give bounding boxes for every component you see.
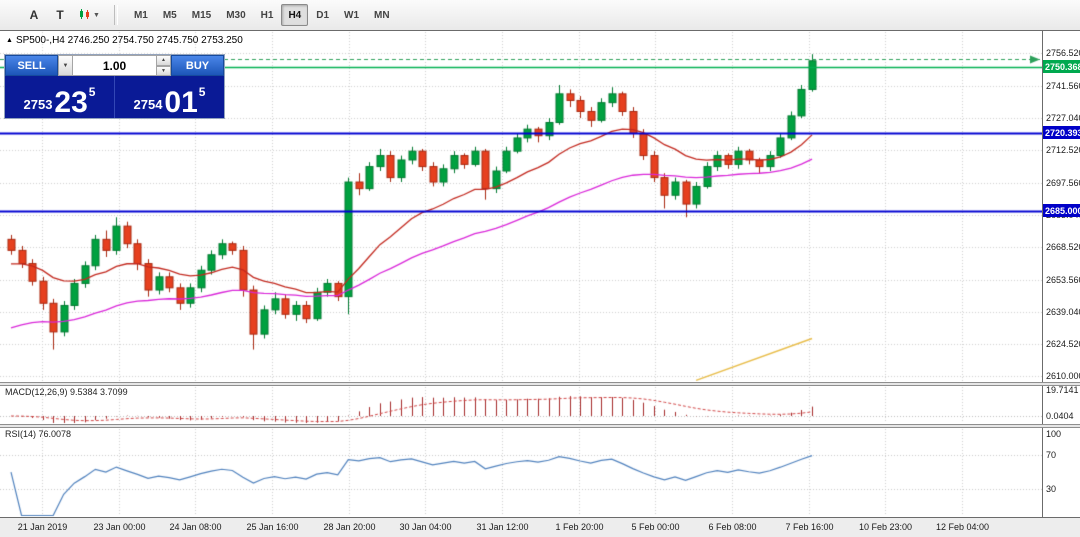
timeframe-button-h4[interactable]: H4 xyxy=(281,4,309,26)
symbol-ohlc-text: SP500-,H4 2746.250 2754.750 2745.750 275… xyxy=(15,35,243,46)
buy-button[interactable]: BUY xyxy=(171,55,224,76)
price-line-badge: 2750.368 xyxy=(1043,60,1080,74)
macd-axis-label: 0.0404 xyxy=(1046,410,1074,421)
rsi-axis-label: 30 xyxy=(1046,484,1057,495)
rsi-axis-label: 100 xyxy=(1046,429,1062,439)
volume-decrease-button[interactable]: ▼ xyxy=(156,65,171,76)
sell-button[interactable]: SELL xyxy=(5,55,58,76)
rsi-label: RSI(14) 76.0078 xyxy=(5,429,72,439)
price-line-badge: 2685.000 xyxy=(1043,204,1080,218)
volume-field-wrap xyxy=(73,55,156,76)
volume-stepper: ▲ ▼ xyxy=(156,55,171,76)
timeframe-button-d1[interactable]: D1 xyxy=(316,9,330,21)
toolbar-separator xyxy=(113,5,118,25)
time-axis-label: 6 Feb 08:00 xyxy=(708,522,757,532)
price-line-badge: 2720.393 xyxy=(1043,126,1080,140)
time-axis-label: 1 Feb 20:00 xyxy=(555,522,604,532)
arrow-tool-button[interactable]: A xyxy=(29,8,39,22)
price-axis-label: 2727.040 xyxy=(1046,113,1080,123)
one-click-trading-panel: SELL ▼ ▲ ▼ BUY 2753 23 5 2754 01 5 xyxy=(4,54,225,119)
timeframe-button-m15[interactable]: M15 xyxy=(191,9,212,21)
sell-price-prefix: 2753 xyxy=(23,97,53,112)
price-axis-label: 2624.520 xyxy=(1046,338,1080,349)
time-axis-label: 23 Jan 00:00 xyxy=(93,522,146,532)
time-axis-label: 7 Feb 16:00 xyxy=(785,522,834,532)
time-axis-label: 5 Feb 00:00 xyxy=(631,522,680,532)
price-axis-label: 2668.520 xyxy=(1046,242,1080,252)
symbol-marker-icon: ▲ xyxy=(6,37,13,44)
timeframe-button-h1[interactable]: H1 xyxy=(260,9,274,21)
sell-price-sup: 5 xyxy=(88,85,96,99)
time-axis-label: 30 Jan 04:00 xyxy=(399,522,452,532)
sell-price-display[interactable]: 2753 23 5 xyxy=(5,76,114,118)
price-axis-label: 2697.560 xyxy=(1046,177,1080,188)
time-axis-label: 28 Jan 20:00 xyxy=(323,522,376,532)
time-axis[interactable]: 21 Jan 2019 23 Jan 00:00 24 Jan 08:00 25 Ja… xyxy=(0,517,1080,537)
rsi-axis-label: 70 xyxy=(1046,449,1057,460)
objects-dropdown-button[interactable]: ▼ xyxy=(74,4,105,26)
buy-price-prefix: 2754 xyxy=(133,97,163,112)
price-axis-label: 2610.000 xyxy=(1046,371,1080,381)
pane-separator-macd[interactable] xyxy=(0,382,1080,386)
macd-label: MACD(12,26,9) 9.5384 3.7099 xyxy=(5,387,128,397)
time-axis-label: 12 Feb 04:00 xyxy=(935,522,990,532)
symbol-header: ▲ SP500-,H4 2746.250 2754.750 2745.750 2… xyxy=(6,35,243,46)
timeframe-button-w1[interactable]: W1 xyxy=(344,9,360,21)
buy-price-sup: 5 xyxy=(198,85,206,99)
timeframe-group: M1 M5 M15 M30 H1 H4 D1 W1 MN xyxy=(127,4,397,26)
toolbar: A T ▼ M1 M5 M15 M30 H1 H4 D1 W1 MN xyxy=(0,0,1080,31)
chevron-down-icon: ▼ xyxy=(62,62,69,69)
price-axis[interactable]: 2756.520 2741.560 2727.040 2712.520 2697.560… xyxy=(1042,31,1080,517)
price-axis-label: 2639.040 xyxy=(1046,306,1080,317)
price-axis-label: 2653.560 xyxy=(1046,274,1080,285)
chevron-down-icon: ▼ xyxy=(93,11,100,19)
time-axis-label: 10 Feb 23:00 xyxy=(858,522,913,532)
price-axis-label: 2741.560 xyxy=(1046,81,1080,91)
time-axis-label: 25 Jan 16:00 xyxy=(246,522,299,532)
timeframe-button-m5[interactable]: M5 xyxy=(162,9,177,21)
macd-axis-label: 19.7141 xyxy=(1046,384,1079,395)
time-axis-label: 31 Jan 12:00 xyxy=(476,522,529,532)
volume-dropdown-button[interactable]: ▼ xyxy=(58,55,73,76)
time-axis-label: 24 Jan 08:00 xyxy=(169,522,222,532)
volume-increase-button[interactable]: ▲ xyxy=(156,55,171,66)
pane-separator-rsi[interactable] xyxy=(0,424,1080,428)
timeframe-button-m1[interactable]: M1 xyxy=(133,9,148,21)
text-tool-button[interactable]: T xyxy=(56,8,64,22)
price-axis-label: 2712.520 xyxy=(1046,145,1080,155)
sell-price-main: 23 xyxy=(54,85,88,119)
timeframe-button-mn[interactable]: MN xyxy=(374,9,390,21)
candles-objects-icon xyxy=(79,8,91,23)
buy-price-display[interactable]: 2754 01 5 xyxy=(114,76,224,118)
price-axis-label: 2756.520 xyxy=(1046,48,1080,59)
buy-price-main: 01 xyxy=(164,85,198,119)
timeframe-button-m30[interactable]: M30 xyxy=(226,9,246,21)
volume-input[interactable] xyxy=(73,56,156,75)
time-axis-label: 21 Jan 2019 xyxy=(17,522,68,532)
